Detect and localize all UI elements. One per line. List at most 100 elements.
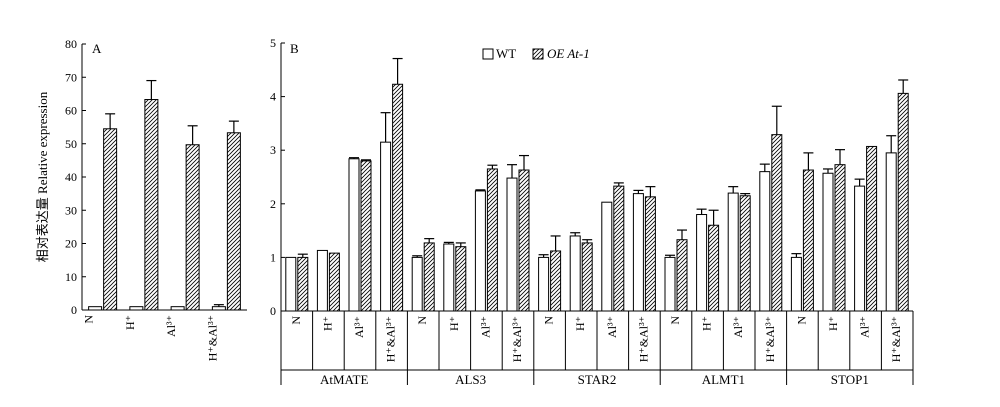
- panel-a-oe-bar: [103, 128, 118, 311]
- panel-a-oe-bar: [144, 99, 159, 311]
- legend-oe-label: OE At-1: [547, 46, 590, 61]
- panel-b-category-label: H⁺&Al³⁺: [636, 316, 650, 362]
- panel-b-wt-bar: [443, 243, 455, 312]
- panel-b-oe-bar: [486, 168, 498, 312]
- panel-b-group-label: AtMATE: [320, 372, 368, 387]
- panel-b-category-label: Al³⁺: [605, 316, 619, 338]
- panel-b-category-label: H⁺&Al³⁺: [763, 316, 777, 362]
- legend-wt-swatch: [482, 48, 494, 60]
- panel-b-wt-bar: [885, 152, 897, 312]
- panel-b-category-label: H⁺: [320, 316, 334, 331]
- panel-b-category-label: H⁺&Al³⁺: [384, 316, 398, 362]
- panel-a-y-tick-label: 50: [65, 137, 77, 151]
- panel-b-category-label: H⁺: [573, 316, 587, 331]
- panel-a-category-label: H⁺&Al³⁺: [205, 315, 219, 361]
- panel-a-y-tick-label: 60: [65, 104, 77, 118]
- panel-b-wt-bar: [790, 256, 802, 312]
- panel-b-category-label: N: [542, 316, 556, 325]
- panel-b-wt-bar: [285, 256, 297, 312]
- panel-b-wt-bar: [759, 171, 771, 312]
- panel-b-oe-bar: [834, 164, 846, 312]
- panel-b-category-label: H⁺: [700, 316, 714, 331]
- panel-b-oe-bar: [708, 224, 720, 312]
- panel-b-oe-bar: [455, 246, 467, 312]
- panel-b-label: B: [290, 41, 299, 56]
- panel-a-category-label: Al³⁺: [164, 315, 178, 337]
- panel-a-y-tick-label: 70: [65, 70, 77, 84]
- panel-b-oe-bar: [518, 169, 530, 312]
- panel-b-y-tick-label: 3: [270, 143, 276, 157]
- panel-b-wt-bar: [569, 235, 581, 312]
- panel-a-y-tick-label: 40: [65, 170, 77, 184]
- panel-b-oe-bar: [897, 92, 909, 312]
- panel-b-y-tick-label: 0: [270, 304, 276, 318]
- panel-b-oe-bar: [739, 195, 751, 312]
- panel-b-oe-bar: [644, 196, 656, 312]
- panel-a-wt-bar: [211, 306, 226, 311]
- panel-b-oe-bar: [613, 185, 625, 312]
- panel-a-oe-bar: [226, 132, 241, 311]
- panel-a-category-label: N: [82, 315, 96, 324]
- panel-b-group-label: STAR2: [578, 372, 617, 387]
- panel-b-wt-bar: [380, 141, 392, 312]
- panel-b-wt-bar: [538, 256, 550, 312]
- panel-a-y-tick-label: 80: [65, 37, 77, 51]
- panel-b-wt-bar: [474, 190, 486, 312]
- panel-b-y-tick-label: 4: [270, 90, 276, 104]
- panel-b-category-label: H⁺: [826, 316, 840, 331]
- legend: WT OE At-1: [482, 46, 590, 61]
- panel-b-wt-bar: [727, 192, 739, 312]
- panel-b-y-tick-label: 1: [270, 250, 276, 264]
- panel-b-oe-bar: [802, 169, 814, 312]
- panel-a-y-tick-label: 0: [71, 303, 77, 317]
- panel-b-wt-bar: [348, 158, 360, 312]
- legend-wt-label: WT: [496, 46, 516, 61]
- panel-a-y-tick-label: 10: [65, 270, 77, 284]
- panel-b-category-label: Al³⁺: [858, 316, 872, 338]
- panel-a-category-label: H⁺: [123, 315, 137, 330]
- panel-a-wt-bar: [129, 306, 144, 311]
- panel-a-oe-bar: [185, 144, 200, 311]
- panel-b-category-label: Al³⁺: [352, 316, 366, 338]
- panel-b-wt-bar: [696, 214, 708, 312]
- panel-b-category-label: N: [415, 316, 429, 325]
- panel-a-label: A: [92, 41, 102, 56]
- panel-a-wt-bar: [88, 306, 103, 311]
- panel-b-category-label: Al³⁺: [731, 316, 745, 338]
- panel-b-wt-bar: [601, 201, 613, 312]
- panel-b-category-label: H⁺: [447, 316, 461, 331]
- panel-b-oe-bar: [297, 256, 309, 312]
- y-axis-label: 相对表达量 Relative expression: [35, 91, 50, 262]
- legend-oe-swatch: [532, 48, 544, 60]
- panel-b-category-label: Al³⁺: [478, 316, 492, 338]
- panel-a: 0 10 20 30 40 50 60 70 80 N H⁺ Al³⁺ H⁺&Al³⁺: [65, 37, 247, 361]
- panel-b-wt-bar: [316, 249, 328, 312]
- panel-b-oe-bar: [581, 242, 593, 312]
- panel-b-wt-bar: [632, 193, 644, 312]
- panel-b-wt-bar: [506, 177, 518, 312]
- panel-b-y-tick-label: 5: [270, 36, 276, 50]
- panel-b-category-label: N: [794, 316, 808, 325]
- panel-b-oe-bar: [676, 239, 688, 312]
- panel-b-wt-bar: [411, 256, 423, 312]
- panel-b-group-label: ALMT1: [702, 372, 745, 387]
- panel-b-wt-bar: [822, 172, 834, 312]
- panel-b-category-label: N: [289, 316, 303, 325]
- panel-b-oe-bar: [392, 83, 404, 312]
- panel-b-wt-bar: [854, 185, 866, 312]
- panel-b-group-label: ALS3: [455, 372, 486, 387]
- panel-a-y-tick-label: 20: [65, 237, 77, 251]
- panel-b-category-label: H⁺&Al³⁺: [889, 316, 903, 362]
- panel-b-y-tick-label: 2: [270, 197, 276, 211]
- panel-b-oe-bar: [360, 160, 372, 312]
- panel-a-y-tick-label: 30: [65, 203, 77, 217]
- panel-b-group-label: STOP1: [831, 372, 869, 387]
- panel-b-wt-bar: [664, 256, 676, 312]
- panel-b-oe-bar: [771, 134, 783, 312]
- panel-b: 0 1 2 3 4 5 N H⁺ Al³⁺ H⁺&Al³⁺ AtMATE N H⁺ Al³⁺ H⁺&Al³⁺…: [270, 36, 914, 387]
- panel-b-oe-bar: [423, 242, 435, 312]
- panel-b-oe-bar: [328, 252, 340, 312]
- panel-a-wt-bar: [170, 306, 185, 311]
- panel-b-category-label: H⁺&Al³⁺: [510, 316, 524, 362]
